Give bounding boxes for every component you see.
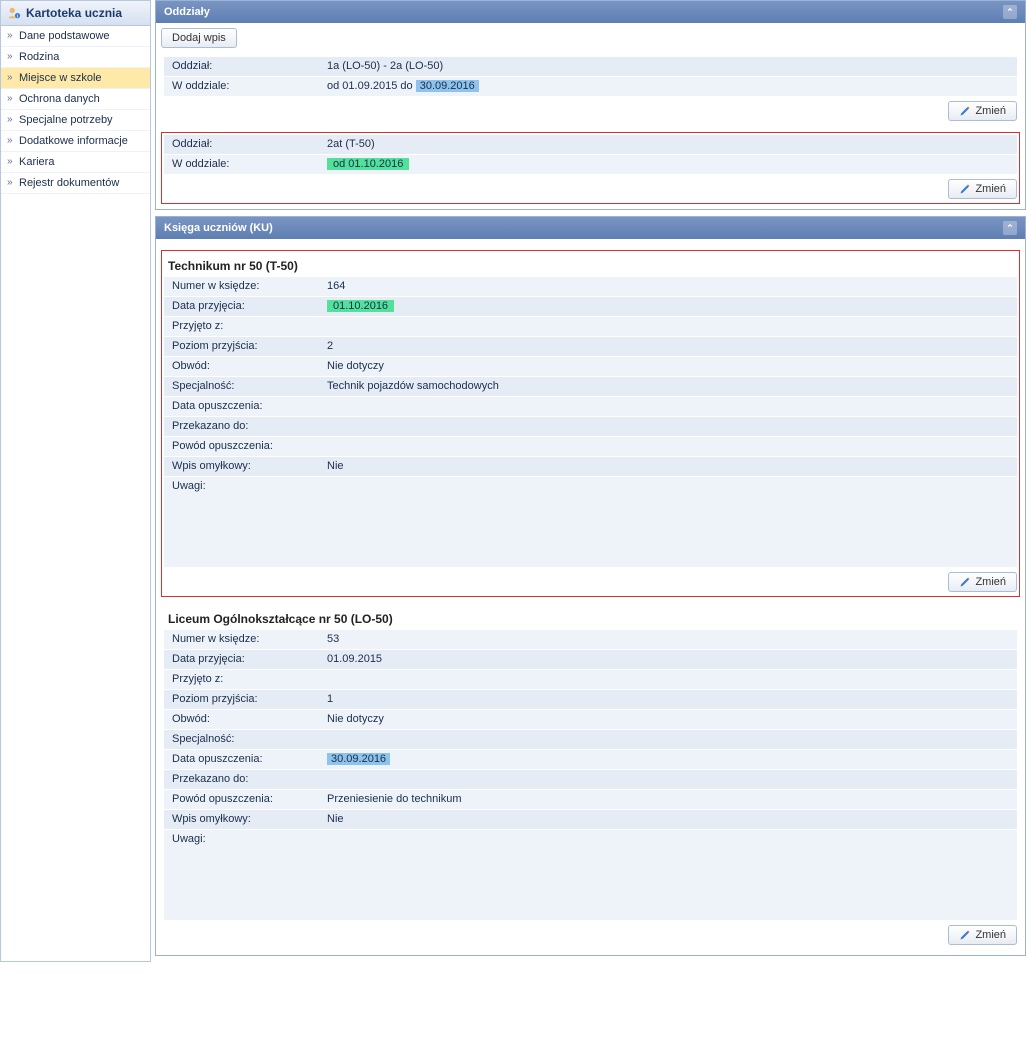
field-value: 01.09.2015 [319, 650, 1017, 669]
field-label: Uwagi: [164, 477, 319, 567]
field-value: od 01.09.2015 do 30.09.2016 [319, 77, 1017, 96]
field-value: 30.09.2016 [319, 750, 1017, 769]
field-value: Nie dotyczy [319, 357, 1017, 376]
svg-text:i: i [17, 13, 18, 18]
field-value: 2 [319, 337, 1017, 356]
field-label: Wpis omyłkowy: [164, 457, 319, 476]
field-label: Data przyjęcia: [164, 297, 319, 316]
panel-header-oddzialy: Oddziały ⌃ [156, 1, 1025, 23]
sidebar-item[interactable]: Kariera [1, 152, 150, 173]
sidebar-item[interactable]: Dane podstawowe [1, 26, 150, 47]
field-label: W oddziale: [164, 77, 319, 96]
pencil-icon [959, 576, 971, 588]
sidebar-item[interactable]: Miejsce w szkole [1, 68, 150, 89]
field-value: Nie [319, 457, 1017, 476]
oddzial-entry: Oddział:1a (LO-50) - 2a (LO-50)W oddzial… [161, 54, 1020, 126]
field-label: Powód opuszczenia: [164, 437, 319, 456]
panel-oddzialy: Oddziały ⌃ Dodaj wpis Oddział:1a (LO-50)… [155, 0, 1026, 210]
field-value: 53 [319, 630, 1017, 649]
sidebar-item[interactable]: Ochrona danych [1, 89, 150, 110]
field-label: Numer w księdze: [164, 277, 319, 296]
field-value [319, 830, 1017, 920]
change-button[interactable]: Zmień [948, 572, 1017, 592]
field-value: Nie dotyczy [319, 710, 1017, 729]
book-entry: Liceum Ogólnokształcące nr 50 (LO-50)Num… [161, 603, 1020, 950]
change-button[interactable]: Zmień [948, 101, 1017, 121]
field-label: Specjalność: [164, 377, 319, 396]
sidebar-item[interactable]: Specjalne potrzeby [1, 110, 150, 131]
field-value: Przeniesienie do technikum [319, 790, 1017, 809]
panel-title: Księga uczniów (KU) [164, 222, 273, 234]
field-label: Data opuszczenia: [164, 397, 319, 416]
book-title: Liceum Ogólnokształcące nr 50 (LO-50) [164, 606, 1017, 630]
field-value [319, 397, 1017, 416]
field-value [319, 477, 1017, 567]
field-label: Specjalność: [164, 730, 319, 749]
add-entry-button[interactable]: Dodaj wpis [161, 28, 237, 48]
pencil-icon [959, 929, 971, 941]
field-label: Przyjęto z: [164, 670, 319, 689]
collapse-icon[interactable]: ⌃ [1003, 5, 1017, 19]
collapse-icon[interactable]: ⌃ [1003, 221, 1017, 235]
field-value [319, 730, 1017, 749]
field-value [319, 437, 1017, 456]
field-label: Przyjęto z: [164, 317, 319, 336]
change-label: Zmień [975, 105, 1006, 117]
field-value: 2at (T-50) [319, 135, 1017, 154]
field-label: W oddziale: [164, 155, 319, 174]
field-value [319, 770, 1017, 789]
field-label: Powód opuszczenia: [164, 790, 319, 809]
field-value [319, 417, 1017, 436]
field-label: Oddział: [164, 135, 319, 154]
field-value: Technik pojazdów samochodowych [319, 377, 1017, 396]
field-label: Numer w księdze: [164, 630, 319, 649]
sidebar-item[interactable]: Rodzina [1, 47, 150, 68]
field-label: Przekazano do: [164, 770, 319, 789]
field-label: Przekazano do: [164, 417, 319, 436]
panel-header-ksiega: Księga uczniów (KU) ⌃ [156, 217, 1025, 239]
oddzial-entry: Oddział:2at (T-50)W oddziale:od 01.10.20… [161, 132, 1020, 204]
change-label: Zmień [975, 576, 1006, 588]
main-content: Oddziały ⌃ Dodaj wpis Oddział:1a (LO-50)… [155, 0, 1026, 962]
change-button[interactable]: Zmień [948, 925, 1017, 945]
field-value: od 01.10.2016 [319, 155, 1017, 174]
panel-ksiega: Księga uczniów (KU) ⌃ Technikum nr 50 (T… [155, 216, 1026, 956]
field-value [319, 670, 1017, 689]
field-value: 1a (LO-50) - 2a (LO-50) [319, 57, 1017, 76]
field-label: Oddział: [164, 57, 319, 76]
field-label: Poziom przyjścia: [164, 690, 319, 709]
field-label: Obwód: [164, 357, 319, 376]
panel-title: Oddziały [164, 6, 210, 18]
book-title: Technikum nr 50 (T-50) [164, 253, 1017, 277]
field-value: 164 [319, 277, 1017, 296]
change-button[interactable]: Zmień [948, 179, 1017, 199]
field-value: 1 [319, 690, 1017, 709]
sidebar-title: Kartoteka ucznia [26, 6, 122, 20]
sidebar-header: i Kartoteka ucznia [1, 1, 150, 26]
field-label: Wpis omyłkowy: [164, 810, 319, 829]
student-icon: i [7, 6, 21, 20]
field-value: 01.10.2016 [319, 297, 1017, 316]
field-label: Data opuszczenia: [164, 750, 319, 769]
field-label: Data przyjęcia: [164, 650, 319, 669]
book-entry: Technikum nr 50 (T-50)Numer w księdze:16… [161, 250, 1020, 597]
field-label: Poziom przyjścia: [164, 337, 319, 356]
field-label: Obwód: [164, 710, 319, 729]
pencil-icon [959, 105, 971, 117]
field-value [319, 317, 1017, 336]
sidebar: i Kartoteka ucznia Dane podstawoweRodzin… [0, 0, 151, 962]
change-label: Zmień [975, 929, 1006, 941]
change-label: Zmień [975, 183, 1006, 195]
add-entry-label: Dodaj wpis [172, 32, 226, 44]
field-value: Nie [319, 810, 1017, 829]
pencil-icon [959, 183, 971, 195]
sidebar-item[interactable]: Dodatkowe informacje [1, 131, 150, 152]
field-label: Uwagi: [164, 830, 319, 920]
sidebar-item[interactable]: Rejestr dokumentów [1, 173, 150, 194]
